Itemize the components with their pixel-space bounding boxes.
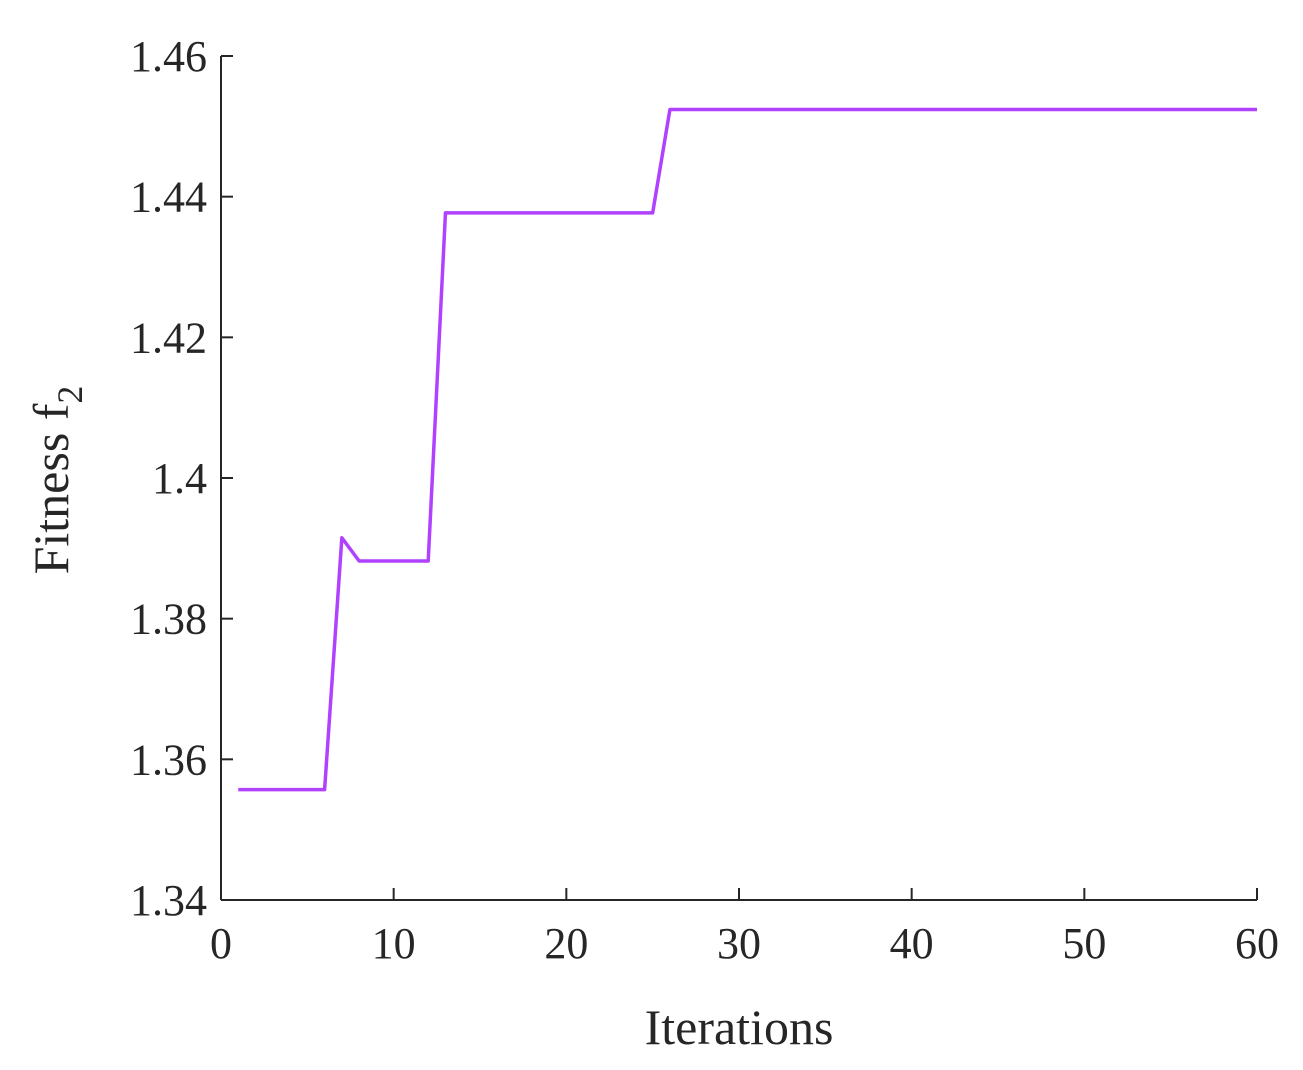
x-tick-label: 10 <box>372 919 416 968</box>
x-ticks: 0 10 20 30 40 50 60 <box>210 888 1279 968</box>
x-tick-label: 30 <box>717 919 761 968</box>
x-tick-label: 20 <box>544 919 588 968</box>
y-tick-label: 1.42 <box>130 313 207 362</box>
x-axis-label: Iterations <box>645 999 834 1055</box>
y-ticks: 1.34 1.36 1.38 1.4 1.42 1.44 1.46 <box>130 32 233 925</box>
x-tick-label: 0 <box>210 919 232 968</box>
y-axis-label-main: Fitness f <box>23 403 79 574</box>
series-line-0 <box>238 107 1257 792</box>
y-axis-label: Fitness f2 <box>23 386 90 575</box>
y-tick-label: 1.38 <box>130 595 207 644</box>
y-tick-label: 1.36 <box>130 735 207 784</box>
x-tick-label: 60 <box>1235 919 1279 968</box>
y-tick-label: 1.46 <box>130 32 207 81</box>
y-tick-label: 1.44 <box>130 173 207 222</box>
x-tick-label: 40 <box>890 919 934 968</box>
y-axis-label-subscript: 2 <box>50 386 90 404</box>
x-tick-label: 50 <box>1062 919 1106 968</box>
series-layer <box>238 107 1257 792</box>
y-tick-label: 1.4 <box>152 454 207 503</box>
y-tick-label: 1.34 <box>130 876 207 925</box>
